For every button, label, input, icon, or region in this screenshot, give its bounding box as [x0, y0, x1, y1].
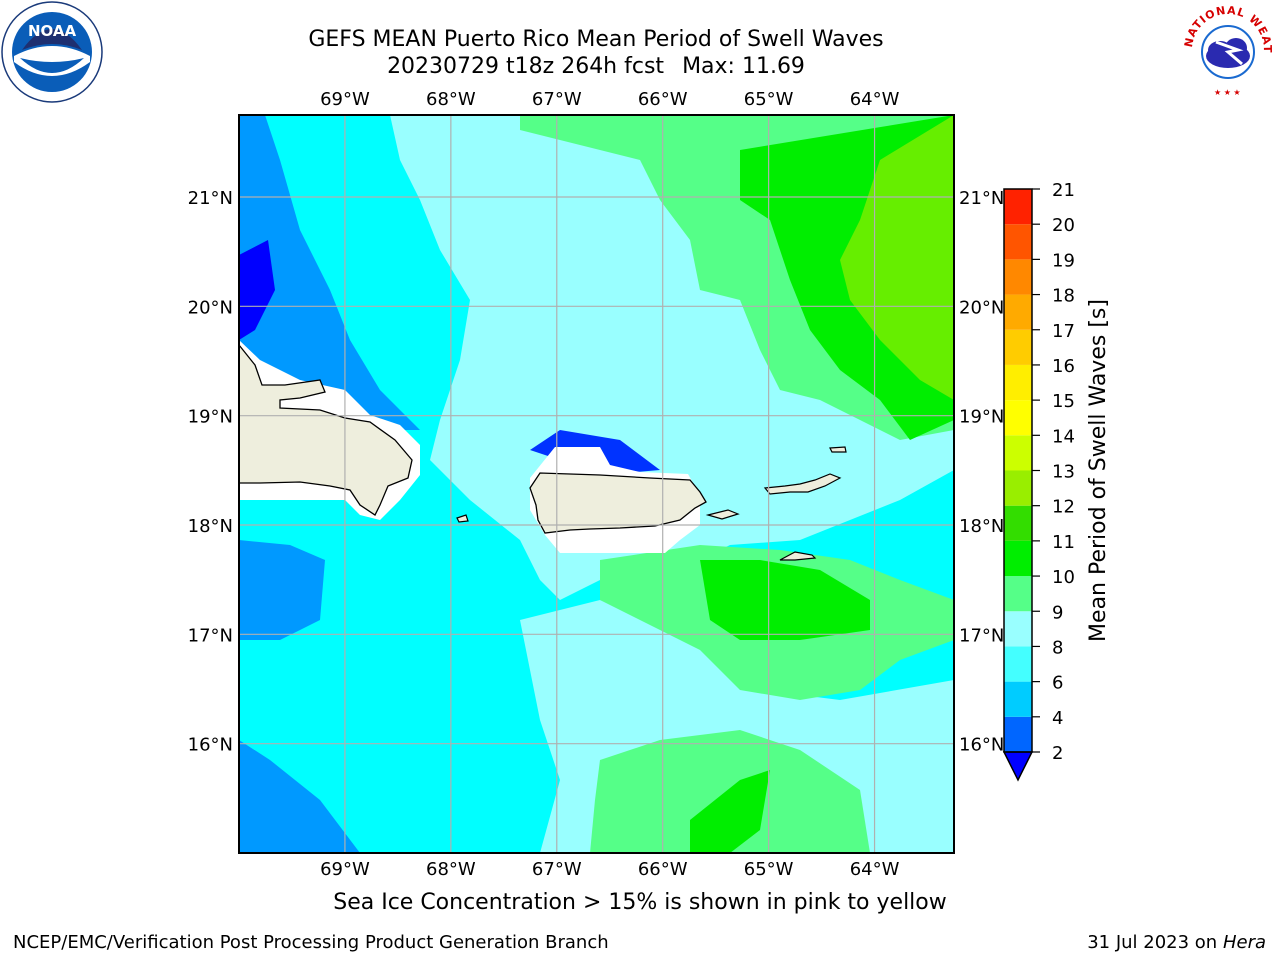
colorbar-band [1004, 576, 1032, 612]
lon-label-top: 67°W [532, 89, 582, 110]
colorbar-band [1004, 294, 1032, 330]
colorbar-tick-label: 13 [1052, 462, 1075, 483]
map-frame [238, 114, 955, 854]
chart-subtitle: 20230729 t18z 264h fcst Max: 11.69 [0, 54, 1192, 79]
sea-ice-caption: Sea Ice Concentration > 15% is shown in … [333, 890, 947, 915]
lat-label-left: 19°N [188, 407, 233, 428]
lat-label-left: 18°N [188, 516, 233, 537]
land-anegada [829, 446, 847, 453]
colorbar-extend-min [1002, 751, 1034, 782]
max-value: Max: 11.69 [682, 54, 805, 79]
colorbar-tick-label: 8 [1052, 637, 1063, 658]
land-puerto-rico [529, 472, 707, 534]
lon-label-top: 65°W [744, 89, 794, 110]
field-4-6s-sw [239, 540, 325, 640]
colorbar-tick-label: 6 [1052, 673, 1063, 694]
field-4-6s-south [239, 740, 360, 853]
lon-label-bottom: 65°W [744, 859, 794, 880]
lat-label-left: 17°N [188, 625, 233, 646]
land-virgin-islands [763, 473, 842, 495]
forecast-run: 20230729 t18z 264h fcst [387, 54, 665, 79]
lon-label-top: 69°W [320, 89, 370, 110]
lat-label-right: 21°N [959, 188, 1004, 209]
colorbar-tick-label: 14 [1052, 426, 1075, 447]
lon-label-bottom: 67°W [532, 859, 582, 880]
lon-label-bottom: 66°W [638, 859, 688, 880]
colorbar-tick-label: 21 [1052, 180, 1075, 201]
field-10-11s-sw [690, 770, 770, 853]
colorbar-tick-label: 16 [1052, 356, 1075, 377]
colorbar-tick-label: 20 [1052, 215, 1075, 236]
colorbar-band [1004, 224, 1032, 260]
colorbar-band [1004, 646, 1032, 682]
footer-machine: Hera [1222, 932, 1266, 953]
land-hispaniola [239, 343, 413, 516]
lon-label-bottom: 69°W [320, 859, 370, 880]
colorbar-band [1004, 716, 1032, 752]
colorbar-tick-label: 19 [1052, 250, 1075, 271]
map-gridlines [239, 115, 954, 853]
colorbar-tick-label: 18 [1052, 286, 1075, 307]
colorbar-tick-label: 12 [1052, 497, 1075, 518]
nws-logo-icon: NATIONAL WEATHER SERVICE ★ ★ ★ [1176, 0, 1276, 98]
land-st-croix [779, 551, 817, 561]
svg-text:★ ★ ★: ★ ★ ★ [1214, 88, 1241, 97]
lat-label-left: 16°N [188, 735, 233, 756]
field-10-11s-south [700, 560, 870, 640]
noaa-logo-text: NOAA [28, 22, 77, 40]
colorbar-band [1004, 364, 1032, 401]
field-4-6s-west [239, 115, 420, 430]
lon-label-bottom: 68°W [426, 859, 476, 880]
field-2-4s-nw [239, 240, 275, 340]
field-11-12s-ne [840, 115, 954, 400]
colorbar-band [1004, 435, 1032, 471]
colorbar-tick-label: 15 [1052, 391, 1075, 412]
colorbar-band [1004, 400, 1032, 436]
lat-label-right: 18°N [959, 516, 1004, 537]
colorbar-tick-label: 17 [1052, 321, 1075, 342]
lat-label-left: 21°N [188, 188, 233, 209]
land-mona [456, 514, 469, 523]
colorbar-band [1004, 329, 1032, 365]
colorbar-band [1004, 681, 1032, 717]
lat-label-left: 20°N [188, 297, 233, 318]
colorbar-tick-label: 10 [1052, 567, 1075, 588]
colorbar-band [1004, 259, 1032, 295]
lon-label-bottom: 64°W [850, 859, 900, 880]
colorbar-band [1004, 611, 1032, 647]
footer-producer: NCEP/EMC/Verification Post Processing Pr… [13, 932, 609, 953]
colorbar-tick-label: 9 [1052, 602, 1063, 623]
colorbar-band [1004, 189, 1032, 225]
colorbar-tick-label: 4 [1052, 708, 1063, 729]
colorbar-band [1004, 470, 1032, 506]
footer-date-text: 31 Jul 2023 on [1087, 932, 1223, 953]
lat-label-right: 19°N [959, 407, 1004, 428]
colorbar-band [1004, 505, 1032, 541]
lat-label-right: 16°N [959, 735, 1004, 756]
footer-date: 31 Jul 2023 on Hera [1087, 932, 1266, 953]
lon-label-top: 66°W [638, 89, 688, 110]
land-vieques [705, 509, 740, 520]
lon-label-top: 68°W [426, 89, 476, 110]
lon-label-top: 64°W [850, 89, 900, 110]
colorbar [1002, 188, 1034, 782]
colorbar-label: Mean Period of Swell Waves [s] [1085, 299, 1111, 642]
chart-title: GEFS MEAN Puerto Rico Mean Period of Swe… [308, 27, 884, 52]
colorbar-tick-label: 11 [1052, 532, 1075, 553]
lat-label-right: 20°N [959, 297, 1004, 318]
noaa-logo-icon: NOAA [1, 1, 103, 103]
colorbar-tick-label: 2 [1052, 743, 1063, 764]
lat-label-right: 17°N [959, 625, 1004, 646]
colorbar-band [1004, 540, 1032, 577]
